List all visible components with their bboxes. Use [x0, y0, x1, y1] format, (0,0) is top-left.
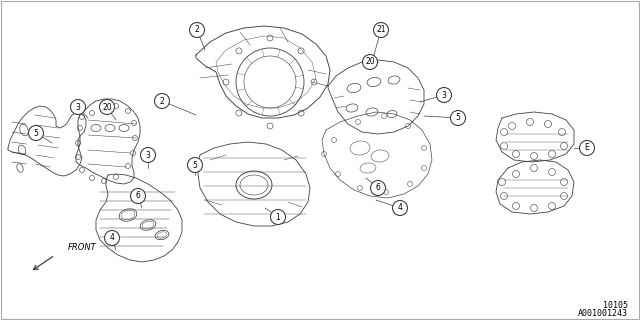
Circle shape: [392, 201, 408, 215]
Circle shape: [371, 180, 385, 196]
Text: 21: 21: [376, 26, 386, 35]
Text: FRONT: FRONT: [68, 244, 97, 252]
Text: 4: 4: [397, 204, 403, 212]
Text: 10105: 10105: [603, 301, 628, 310]
Circle shape: [70, 100, 86, 115]
Text: 4: 4: [109, 234, 115, 243]
Circle shape: [362, 54, 378, 69]
Circle shape: [436, 87, 451, 102]
Circle shape: [154, 93, 170, 108]
Text: 5: 5: [33, 129, 38, 138]
Text: E: E: [584, 143, 589, 153]
Circle shape: [131, 188, 145, 204]
Circle shape: [141, 148, 156, 163]
Text: 3: 3: [145, 150, 150, 159]
Text: 6: 6: [376, 183, 380, 193]
Circle shape: [451, 110, 465, 125]
Text: 1: 1: [276, 212, 280, 221]
Text: 20: 20: [365, 58, 375, 67]
Text: 5: 5: [456, 114, 460, 123]
Circle shape: [189, 22, 205, 37]
Circle shape: [188, 157, 202, 172]
Text: 2: 2: [195, 26, 200, 35]
Text: 5: 5: [193, 161, 197, 170]
Text: 3: 3: [442, 91, 447, 100]
Circle shape: [99, 100, 115, 115]
Circle shape: [29, 125, 44, 140]
Circle shape: [271, 210, 285, 225]
Text: 6: 6: [136, 191, 140, 201]
Circle shape: [579, 140, 595, 156]
Text: 20: 20: [102, 102, 112, 111]
Circle shape: [374, 22, 388, 37]
Text: 3: 3: [76, 102, 81, 111]
Text: 2: 2: [159, 97, 164, 106]
Text: A001001243: A001001243: [578, 309, 628, 318]
Circle shape: [104, 230, 120, 245]
